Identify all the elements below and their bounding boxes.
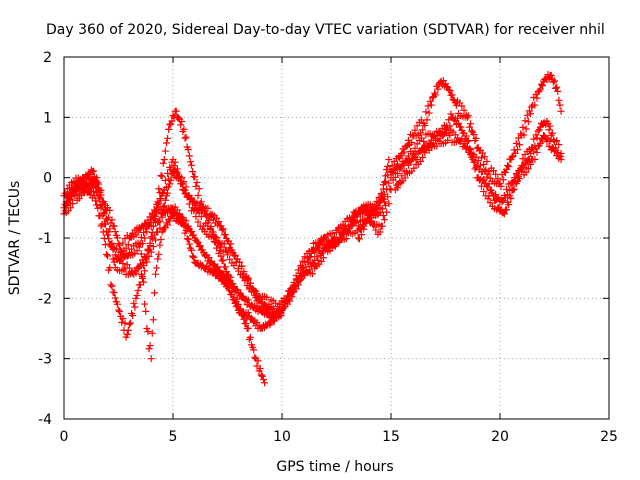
y-tick-label: -3 (38, 352, 52, 368)
x-axis-title: GPS time / hours (276, 459, 393, 475)
series-marks-track-5 (136, 209, 286, 363)
y-tick-label: -1 (38, 231, 52, 247)
series-track-5 (136, 209, 286, 363)
x-tick-label: 0 (60, 429, 69, 445)
y-axis-title: SDTVAR / TECUs (7, 181, 23, 296)
y-tick-label: -4 (38, 412, 52, 428)
x-tick-label: 10 (273, 429, 291, 445)
series-track-8 (391, 126, 565, 206)
y-tick-label: 2 (43, 50, 52, 66)
y-tick-label: 0 (43, 171, 52, 187)
series-marks-track-7 (387, 110, 565, 218)
series-marks-track-8 (391, 126, 565, 206)
y-tick-label: -2 (38, 291, 52, 307)
y-tick-label: 1 (43, 110, 52, 126)
x-tick-label: 25 (600, 429, 618, 445)
series-track-7 (387, 110, 565, 218)
series-marks-track-6 (354, 71, 565, 243)
x-tick-label: 15 (382, 429, 400, 445)
data-marks (60, 71, 565, 387)
x-tick-label: 20 (491, 429, 509, 445)
series-marks-track-4 (62, 107, 269, 387)
series-track-6 (354, 71, 565, 243)
x-tick-label: 5 (169, 429, 178, 445)
chart-title: Day 360 of 2020, Sidereal Day-to-day VTE… (46, 22, 605, 38)
axis-ticks: 0 5 10 15 20 25 -4 -3 -2 -1 0 1 2 (38, 50, 618, 445)
series-track-4 (62, 107, 269, 387)
